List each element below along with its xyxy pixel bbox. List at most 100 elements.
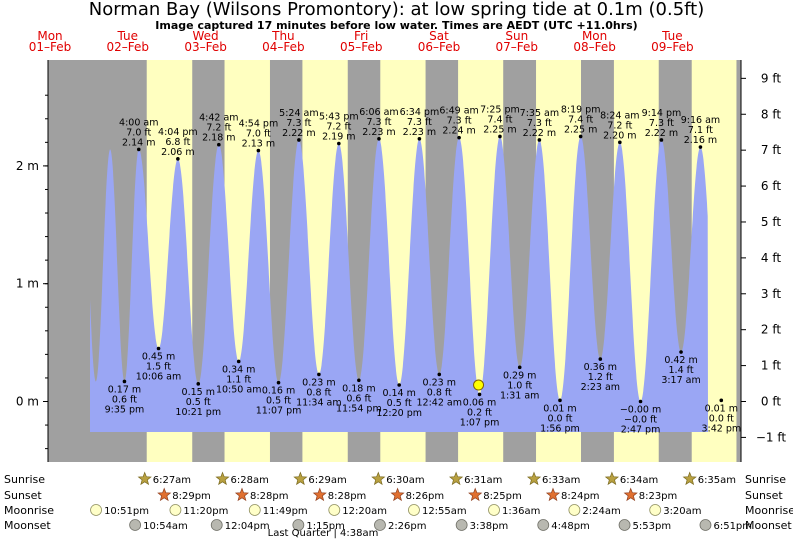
sunrise-star-icon (215, 471, 230, 486)
chart-title: Norman Bay (Wilsons Promontory): at low … (88, 0, 705, 20)
tide-time-label: 12:42 am (417, 397, 462, 408)
tide-m-label: 2.22 m (282, 128, 315, 139)
tide-time-label: 6:49 am (439, 106, 478, 117)
moonrise-time: 12:55am (422, 506, 467, 517)
current-tide-marker (473, 379, 485, 391)
tide-ft-label: 7.0 ft (246, 129, 271, 140)
moonset-icon (618, 519, 631, 531)
sunrise-time: 6:28am (231, 475, 269, 486)
tide-m-label: 2.06 m (161, 147, 194, 158)
moonset-time: 12:04pm (225, 521, 270, 532)
moonset-icon (699, 519, 712, 531)
row-label-right-sunset: Sunset (745, 489, 783, 502)
sunrise-time: 6:33am (542, 475, 580, 486)
row-label-left-sunrise: Sunrise (4, 473, 45, 486)
sunset-star-icon (390, 487, 405, 502)
tide-ft-label: 0.5 ft (186, 397, 211, 408)
moonrise-icon (328, 504, 341, 516)
tide-m-label: 2.25 m (483, 124, 516, 135)
tide-time-label: 5:43 pm (319, 112, 359, 123)
moonrise-icon (90, 504, 102, 516)
day-date: 07–Feb (496, 40, 539, 54)
sunrise-time: 6:35am (698, 475, 736, 486)
sunrise-star-icon (293, 471, 308, 486)
tide-m-label: 2.20 m (603, 130, 636, 141)
moonset-time: 6:51pm (713, 521, 752, 532)
tide-point (558, 398, 562, 403)
ft-tick-label: 4 ft (761, 251, 781, 265)
tide-time-label: 4:04 pm (158, 127, 198, 138)
sunset-time: 8:26pm (406, 491, 445, 502)
tide-ft-label: 1.2 ft (588, 372, 613, 383)
day-date: 02–Feb (107, 40, 150, 54)
tide-point (537, 138, 542, 142)
moonrise-icon (488, 504, 500, 516)
tide-point (719, 398, 724, 403)
sunset-time: 8:29pm (172, 491, 211, 502)
tide-m-label: 0.06 m (463, 397, 496, 408)
moonset-icon (537, 519, 550, 531)
tide-ft-label: 6.8 ft (165, 137, 190, 148)
tide-point (618, 140, 622, 145)
tide-point (417, 137, 422, 141)
tide-ft-label: 7.3 ft (649, 118, 674, 129)
day-name: Tue (117, 29, 139, 43)
moonset-icon (292, 519, 305, 531)
tide-m-label: 2.18 m (202, 133, 235, 144)
ft-tick-label: 0 ft (761, 395, 781, 409)
moonrise-icon (408, 504, 420, 516)
tide-ft-label: 7.3 ft (527, 118, 552, 129)
day-name: Wed (193, 29, 219, 43)
moonrise-time: 11:20pm (183, 506, 228, 517)
tide-time-label: 1:07 pm (460, 417, 500, 428)
tide-m-label: 2.23 m (403, 127, 436, 138)
tide-time-label: 9:35 pm (105, 404, 145, 415)
moonset-icon (455, 519, 468, 531)
moon-phase-label: Last Quarter | 4:38am (268, 528, 379, 539)
tide-ft-label: 7.2 ft (206, 123, 231, 134)
sunrise-star-icon (604, 471, 619, 486)
m-tick-label: 0 m (16, 395, 39, 409)
moonrise-icon (649, 504, 662, 516)
sunset-star-icon (234, 487, 249, 502)
tide-point (659, 138, 664, 142)
ft-tick-label: −1 ft (756, 430, 787, 444)
moonrise-time: 1:36am (502, 506, 540, 517)
tide-ft-label: 0.6 ft (112, 394, 137, 405)
tide-time-label: 10:06 am (136, 371, 181, 382)
tide-time-label: 9:14 pm (642, 108, 682, 119)
tide-ft-label: 0.6 ft (346, 393, 371, 404)
tide-time-label: 4:42 am (199, 113, 238, 124)
moonset-icon (129, 519, 142, 531)
day-date: 08–Feb (573, 40, 616, 54)
tide-ft-label: 0.2 ft (467, 407, 492, 418)
tide-point (457, 135, 461, 140)
tide-ft-label: 0.5 ft (387, 398, 412, 409)
tide-point (297, 138, 301, 142)
tide-point (679, 350, 683, 354)
sunrise-time: 6:34am (620, 475, 658, 486)
sunrise-star-icon (449, 471, 464, 486)
tide-ft-label: 7.2 ft (326, 122, 351, 133)
ft-tick-label: 5 ft (761, 215, 781, 229)
tide-m-label: 0.23 m (423, 377, 456, 388)
tide-point (236, 359, 241, 364)
sunrise-time: 6:27am (153, 475, 191, 486)
tide-m-label: 2.24 m (442, 126, 475, 137)
tide-time-label: 2:47 pm (621, 425, 661, 436)
tide-area (90, 136, 708, 432)
tide-point (638, 399, 643, 404)
moonset-time: 3:38pm (470, 521, 509, 532)
tide-m-label: 0.42 m (664, 355, 697, 366)
moonset-icon (374, 519, 386, 531)
tide-m-label: 0.15 m (182, 387, 215, 398)
tide-ft-label: 0.8 ft (306, 387, 331, 398)
m-tick-label: 2 m (16, 159, 39, 173)
tide-point (437, 372, 442, 377)
ft-tick-label: 2 ft (761, 323, 781, 337)
row-label-left-moonrise: Moonrise (4, 504, 54, 517)
tide-m-label: 2.22 m (645, 128, 678, 139)
tide-ft-label: 7.1 ft (688, 125, 713, 136)
ft-tick-label: 3 ft (761, 287, 781, 301)
